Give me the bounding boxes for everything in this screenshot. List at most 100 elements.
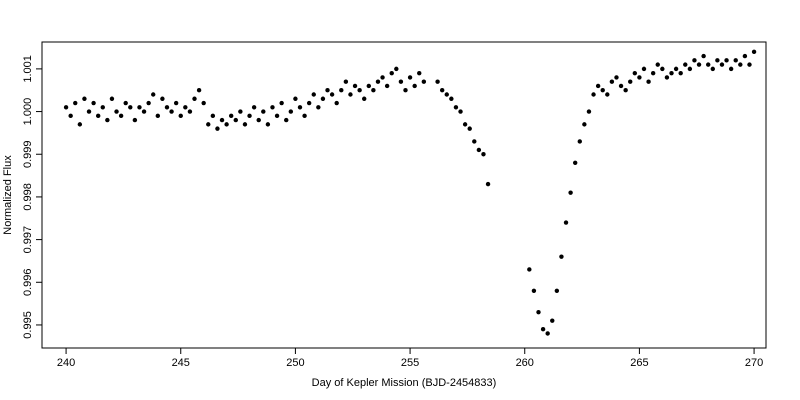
data-point (637, 75, 642, 80)
data-point (605, 92, 610, 97)
data-point (95, 113, 101, 119)
data-point (527, 267, 532, 272)
data-point (169, 109, 174, 114)
data-point (751, 49, 757, 55)
data-point (371, 88, 376, 93)
data-point (692, 58, 697, 63)
data-point (329, 92, 335, 97)
data-point (609, 79, 615, 84)
data-point (173, 100, 179, 106)
data-point (582, 122, 587, 127)
data-point (531, 288, 537, 294)
data-point (458, 109, 463, 114)
data-point (375, 79, 381, 84)
data-point (632, 70, 638, 76)
data-point (63, 105, 69, 110)
data-point (316, 105, 321, 110)
x-tick-label: 270 (745, 357, 763, 369)
data-point (472, 139, 477, 144)
data-point (449, 96, 454, 101)
data-point (164, 105, 170, 110)
data-point (82, 96, 87, 101)
data-point (706, 62, 711, 67)
data-point (577, 139, 582, 144)
data-point (256, 117, 261, 123)
data-point (201, 100, 206, 106)
data-point (398, 79, 404, 84)
data-point (623, 88, 628, 93)
data-point (628, 79, 633, 84)
data-point (403, 88, 408, 93)
data-point (297, 105, 303, 110)
data-point (178, 113, 183, 119)
y-tick-label: 0.998 (22, 183, 34, 211)
data-point (77, 122, 83, 127)
data-point (141, 109, 147, 114)
plot-frame (41, 41, 767, 349)
data-point (545, 331, 550, 336)
data-point (540, 327, 546, 332)
data-point (669, 70, 674, 76)
data-point (196, 88, 202, 93)
data-point (86, 109, 92, 114)
data-point (288, 109, 294, 114)
data-point (210, 113, 216, 119)
data-point (274, 113, 280, 119)
data-point (114, 109, 119, 114)
data-point (687, 66, 693, 72)
data-point (219, 117, 225, 123)
data-point (485, 181, 491, 187)
data-point (100, 105, 105, 110)
data-point (311, 92, 316, 97)
data-point (407, 75, 413, 80)
data-point (481, 152, 486, 157)
y-tick-label: 1.001 (22, 55, 34, 83)
data-point (710, 66, 715, 72)
data-point (146, 100, 151, 106)
x-tick-label: 255 (401, 357, 419, 369)
data-point (105, 117, 110, 123)
y-tick-label: 0.995 (22, 311, 34, 339)
data-point (586, 109, 592, 114)
data-point (660, 66, 665, 72)
data-point (572, 160, 578, 165)
data-point (128, 105, 133, 110)
data-point (536, 309, 541, 315)
data-point (265, 122, 271, 127)
data-point (306, 100, 312, 106)
data-point (137, 105, 142, 110)
y-tick-label: 0.997 (22, 226, 34, 254)
data-point (747, 62, 752, 67)
data-point (683, 62, 688, 67)
data-point (187, 109, 193, 114)
data-point (646, 79, 651, 84)
data-point (343, 79, 349, 84)
data-point (738, 62, 743, 67)
data-point (742, 53, 748, 59)
data-point (151, 92, 156, 97)
data-point (563, 220, 569, 225)
data-point (109, 96, 115, 101)
data-point (339, 88, 344, 93)
data-point (728, 66, 734, 72)
data-point (550, 318, 555, 323)
data-point (352, 83, 358, 89)
data-point (664, 75, 670, 80)
data-point (600, 88, 605, 93)
data-point (279, 100, 284, 106)
x-tick-label: 265 (630, 357, 648, 369)
data-point (160, 96, 165, 101)
data-point (412, 83, 417, 89)
data-point (334, 100, 339, 106)
data-point (183, 105, 188, 110)
data-point (357, 88, 362, 93)
data-point (696, 62, 702, 67)
data-point (435, 79, 440, 84)
data-point (439, 88, 445, 93)
data-point (678, 70, 683, 76)
data-point (366, 83, 371, 89)
data-point (228, 113, 234, 119)
data-point (595, 83, 601, 89)
data-point (73, 100, 78, 106)
